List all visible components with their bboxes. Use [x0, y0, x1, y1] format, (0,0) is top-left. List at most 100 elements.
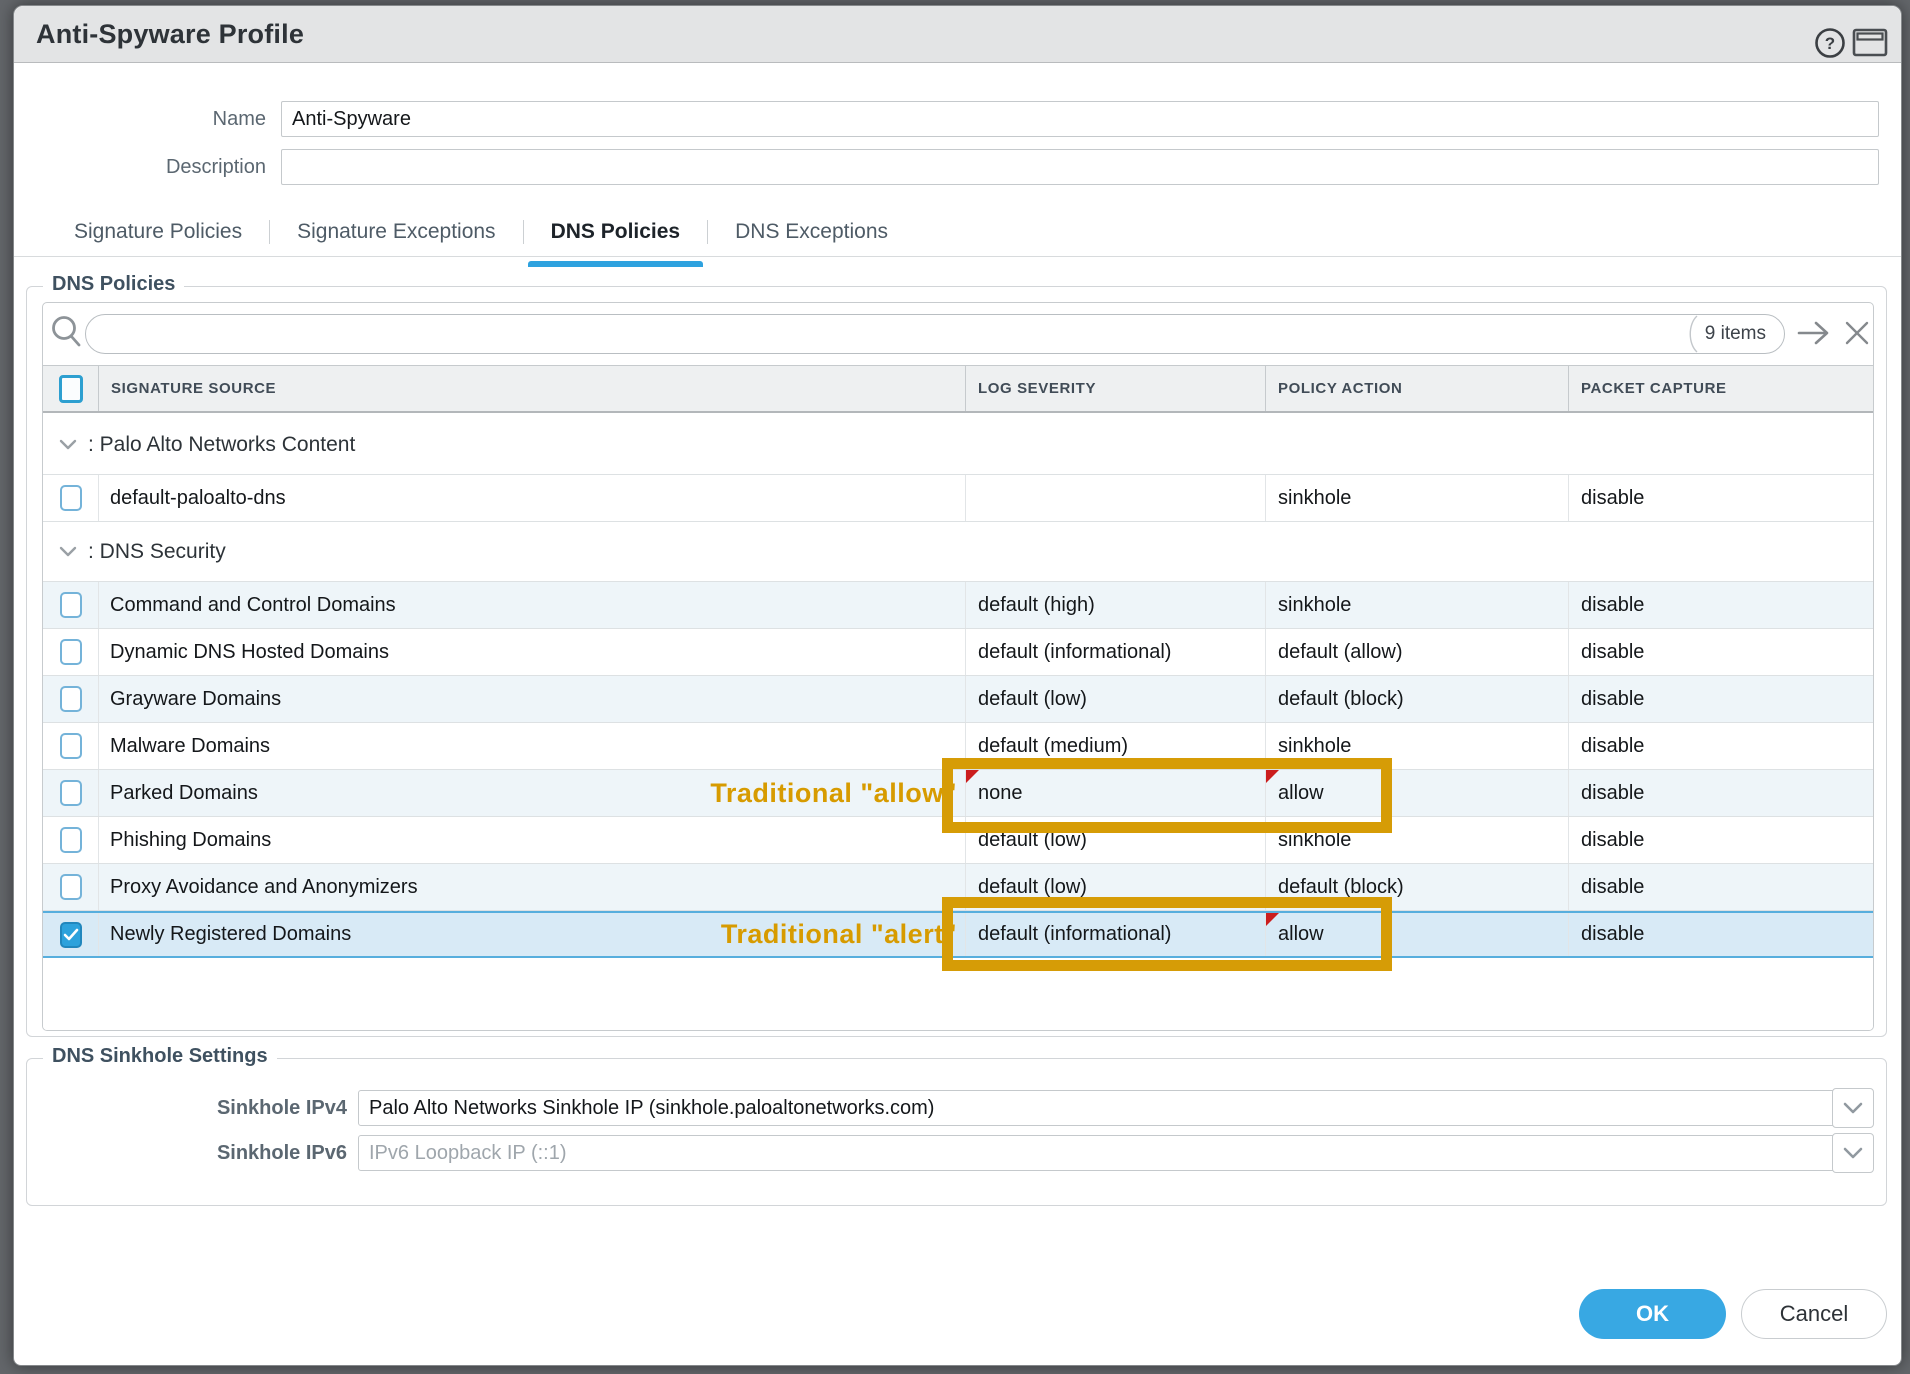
chevron-down-icon[interactable] — [1832, 1133, 1874, 1173]
name-input[interactable] — [281, 101, 1879, 137]
window-panel-icon[interactable] — [1852, 27, 1888, 62]
group-label: : Palo Alto Networks Content — [88, 432, 356, 456]
policy-action-cell[interactable]: default (block) — [1265, 864, 1568, 910]
packet-capture-cell[interactable]: disable — [1568, 913, 1873, 956]
log-severity-cell[interactable]: default (low) — [965, 864, 1265, 910]
tab-bar: Signature Policies Signature Exceptions … — [47, 211, 915, 267]
signature-source-text: Grayware Domains — [110, 687, 282, 710]
svg-text:?: ? — [1825, 34, 1835, 53]
policy-action-cell[interactable]: default (block) — [1265, 676, 1568, 722]
log-severity-cell[interactable]: default (informational) — [965, 913, 1265, 956]
policy-action-cell[interactable]: sinkhole — [1265, 582, 1568, 628]
chevron-down-icon[interactable] — [1832, 1088, 1874, 1128]
packet-capture-cell[interactable]: disable — [1568, 864, 1873, 910]
dialog-title: Anti-Spyware Profile — [36, 19, 305, 49]
row-checkbox[interactable] — [59, 874, 82, 900]
sinkhole-ipv4-value: Palo Alto Networks Sinkhole IP (sinkhole… — [358, 1090, 1838, 1126]
row-checkbox-cell — [43, 913, 98, 956]
column-header-policy-action[interactable]: POLICY ACTION — [1265, 366, 1568, 411]
packet-capture-cell[interactable]: disable — [1568, 723, 1873, 769]
signature-source-text: Newly Registered Domains — [110, 923, 352, 945]
tabs-divider — [14, 256, 1901, 257]
dns-policies-legend: DNS Policies — [43, 273, 185, 296]
log-severity-cell[interactable]: default (high) — [965, 582, 1265, 628]
row-checkbox-cell — [43, 582, 98, 628]
log-severity-cell[interactable]: default (low) — [965, 676, 1265, 722]
chevron-down-icon — [59, 546, 77, 557]
packet-capture-cell[interactable]: disable — [1568, 817, 1873, 863]
apply-filter-arrow-icon[interactable] — [1795, 319, 1833, 352]
policy-action-cell[interactable]: allow — [1265, 770, 1568, 816]
policy-action-cell[interactable]: default (allow) — [1265, 629, 1568, 675]
tab-dns-exceptions[interactable]: DNS Exceptions — [707, 219, 915, 244]
packet-capture-cell[interactable]: disable — [1568, 770, 1873, 816]
column-header-log-severity[interactable]: LOG SEVERITY — [965, 366, 1265, 411]
help-icon[interactable]: ? — [1814, 27, 1846, 64]
row-checkbox[interactable] — [59, 485, 82, 511]
log-severity-cell[interactable]: none — [965, 770, 1265, 816]
packet-capture-cell[interactable]: disable — [1568, 582, 1873, 628]
table-header: SIGNATURE SOURCE LOG SEVERITY POLICY ACT… — [43, 365, 1873, 413]
column-header-packet-capture[interactable]: PACKET CAPTURE — [1568, 366, 1873, 411]
table-row[interactable]: Phishing Domains default (low) sinkhole dis… — [43, 817, 1873, 864]
cancel-button[interactable]: Cancel — [1741, 1289, 1887, 1339]
log-severity-cell[interactable]: default (informational) — [965, 629, 1265, 675]
column-header-signature-source[interactable]: SIGNATURE SOURCE — [98, 366, 965, 411]
signature-source-text: Malware Domains — [110, 734, 271, 757]
tab-dns-policies[interactable]: DNS Policies — [522, 219, 708, 267]
table-row[interactable]: Parked Domains Traditional "allow" none all… — [43, 770, 1873, 817]
table-row[interactable]: Malware Domains default (medium) sinkhole d… — [43, 723, 1873, 770]
sinkhole-ipv4-label: Sinkhole IPv4 — [216, 1097, 347, 1119]
packet-capture-cell[interactable]: disable — [1568, 676, 1873, 722]
policy-action-cell[interactable]: sinkhole — [1265, 817, 1568, 863]
dns-sinkhole-legend: DNS Sinkhole Settings — [43, 1045, 277, 1068]
row-checkbox[interactable] — [59, 780, 82, 806]
table-row[interactable]: Command and Control Domains default (high… — [43, 582, 1873, 629]
log-severity-cell[interactable] — [965, 475, 1265, 521]
table-row[interactable]: Dynamic DNS Hosted Domains default (infor… — [43, 629, 1873, 676]
search-input[interactable]: 9 items — [85, 314, 1785, 354]
clear-filter-close-icon[interactable] — [1843, 319, 1871, 352]
signature-source-text: default-paloalto-dns — [110, 486, 286, 509]
tab-signature-exceptions[interactable]: Signature Exceptions — [269, 219, 522, 244]
log-severity-cell[interactable]: default (medium) — [965, 723, 1265, 769]
policy-action-cell[interactable]: sinkhole — [1265, 475, 1568, 521]
description-input[interactable] — [281, 149, 1879, 185]
anti-spyware-profile-dialog: Anti-Spyware Profile ? Name Description … — [13, 5, 1902, 1366]
table-body: : Palo Alto Networks Content default-palo… — [43, 415, 1873, 1030]
row-checkbox[interactable] — [59, 921, 82, 948]
table-row[interactable]: default-paloalto-dns sinkhole disable — [43, 475, 1873, 522]
table-row[interactable]: Newly Registered Domains Traditional "ale… — [43, 911, 1873, 958]
policy-action-cell[interactable]: allow — [1265, 913, 1568, 956]
row-checkbox[interactable] — [59, 686, 82, 712]
table-row[interactable]: Proxy Avoidance and Anonymizers default (… — [43, 864, 1873, 911]
row-checkbox[interactable] — [59, 592, 82, 618]
policy-action-cell[interactable]: sinkhole — [1265, 723, 1568, 769]
row-checkbox[interactable] — [59, 639, 82, 665]
log-severity-cell[interactable]: default (low) — [965, 817, 1265, 863]
row-checkbox-cell — [43, 864, 98, 910]
signature-source-text: Parked Domains — [110, 781, 258, 804]
packet-capture-cell[interactable]: disable — [1568, 629, 1873, 675]
dns-sinkhole-settings-section: DNS Sinkhole Settings Sinkhole IPv4 Palo… — [26, 1045, 1887, 1206]
group-row[interactable]: : Palo Alto Networks Content — [43, 415, 1873, 475]
row-checkbox-cell — [43, 770, 98, 816]
signature-source-cell: Parked Domains Traditional "allow" — [98, 770, 965, 816]
signature-source-cell: Grayware Domains — [98, 676, 965, 722]
sinkhole-ipv4-select[interactable]: Palo Alto Networks Sinkhole IP (sinkhole… — [358, 1088, 1874, 1128]
signature-source-cell: Dynamic DNS Hosted Domains — [98, 629, 965, 675]
group-label: : DNS Security — [88, 539, 226, 563]
group-row[interactable]: : DNS Security — [43, 522, 1873, 582]
table-toolbar — [43, 303, 1873, 365]
sinkhole-ipv6-select[interactable]: IPv6 Loopback IP (::1) — [358, 1133, 1874, 1173]
row-checkbox[interactable] — [59, 827, 82, 853]
packet-capture-cell[interactable]: disable — [1568, 475, 1873, 521]
row-checkbox[interactable] — [59, 733, 82, 759]
tab-signature-policies[interactable]: Signature Policies — [74, 219, 243, 243]
row-checkbox-cell — [43, 723, 98, 769]
ok-button[interactable]: OK — [1579, 1289, 1726, 1339]
table-row[interactable]: Grayware Domains default (low) default (bl… — [43, 676, 1873, 723]
select-all-checkbox[interactable] — [58, 374, 83, 403]
row-checkbox-cell — [43, 475, 98, 521]
signature-source-text: Command and Control Domains — [110, 593, 396, 616]
